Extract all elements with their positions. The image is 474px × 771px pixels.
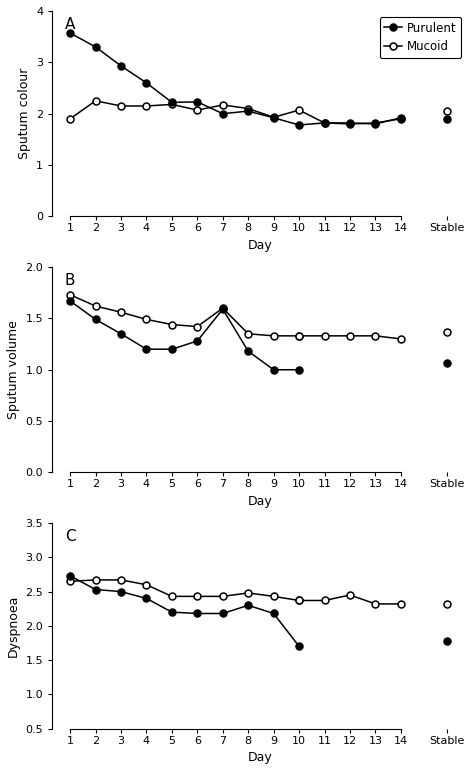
Text: C: C: [65, 529, 75, 544]
Text: B: B: [65, 273, 75, 288]
X-axis label: Day: Day: [247, 751, 272, 764]
Y-axis label: Sputum volume: Sputum volume: [7, 320, 20, 419]
X-axis label: Day: Day: [247, 495, 272, 508]
Y-axis label: Dyspnoea: Dyspnoea: [7, 594, 20, 657]
Text: A: A: [65, 17, 75, 32]
X-axis label: Day: Day: [247, 239, 272, 252]
Y-axis label: Sputum colour: Sputum colour: [18, 68, 30, 160]
Legend: Purulent, Mucoid: Purulent, Mucoid: [380, 17, 461, 58]
